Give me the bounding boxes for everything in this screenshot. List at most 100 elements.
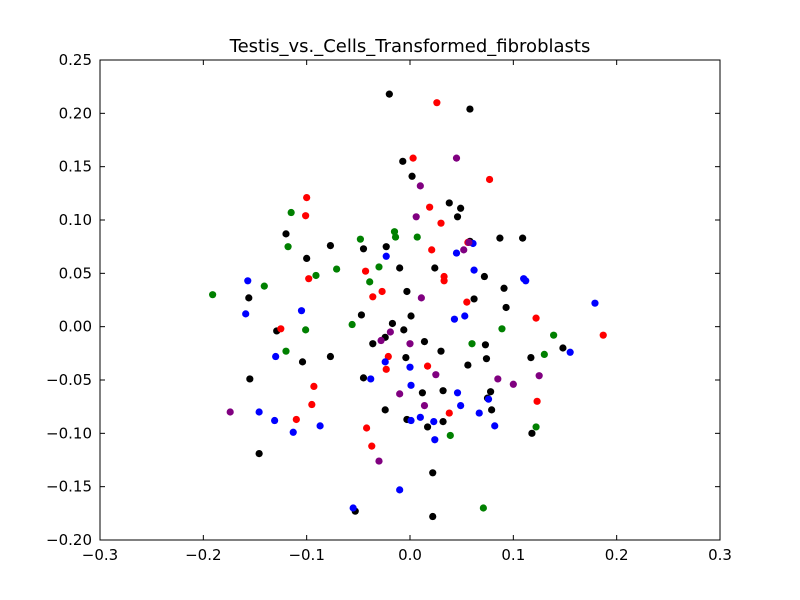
data-point bbox=[428, 246, 436, 254]
data-point bbox=[385, 90, 393, 98]
data-point bbox=[416, 413, 424, 421]
data-point bbox=[463, 298, 471, 306]
data-point bbox=[457, 204, 465, 212]
data-point bbox=[591, 299, 599, 307]
data-point bbox=[242, 310, 250, 318]
data-point bbox=[284, 243, 292, 251]
data-point bbox=[470, 266, 478, 274]
data-point bbox=[357, 311, 366, 319]
data-point bbox=[450, 315, 459, 323]
data-point bbox=[485, 175, 494, 184]
data-point bbox=[390, 228, 399, 236]
ticks-layer: −0.3 −0.2 −0.1 0.0 0.1 0.2 0.3 −0.20 −0.15 −0.10 −… bbox=[46, 51, 732, 564]
data-point bbox=[391, 233, 400, 241]
data-point bbox=[433, 99, 441, 107]
data-point bbox=[277, 325, 285, 333]
x-tick-label: −0.3 bbox=[82, 546, 118, 564]
data-point bbox=[378, 287, 386, 296]
data-point bbox=[440, 277, 448, 285]
y-tick-label: 0.15 bbox=[59, 158, 92, 176]
data-point bbox=[356, 235, 364, 243]
data-point bbox=[418, 389, 426, 397]
data-point bbox=[244, 277, 252, 285]
data-point bbox=[488, 406, 496, 414]
data-point bbox=[439, 387, 447, 395]
x-tick-label: 0.2 bbox=[605, 546, 629, 564]
data-point bbox=[402, 354, 410, 362]
data-point bbox=[366, 278, 374, 286]
data-point bbox=[409, 154, 417, 162]
data-point bbox=[407, 416, 415, 425]
data-point bbox=[359, 245, 368, 253]
data-point bbox=[255, 450, 263, 458]
data-point bbox=[302, 212, 310, 220]
data-point bbox=[465, 238, 473, 246]
data-point bbox=[289, 428, 297, 436]
data-point bbox=[475, 409, 483, 417]
y-tick-label: −0.20 bbox=[46, 531, 92, 549]
y-tick-label: −0.05 bbox=[46, 371, 92, 389]
data-point bbox=[429, 469, 437, 477]
data-point bbox=[430, 418, 438, 426]
data-point bbox=[461, 312, 469, 320]
data-point bbox=[468, 340, 476, 348]
data-point bbox=[566, 348, 574, 356]
data-point bbox=[522, 277, 530, 285]
data-point bbox=[439, 418, 447, 426]
data-point bbox=[423, 423, 432, 431]
x-tick-label: 0.3 bbox=[708, 546, 732, 564]
data-point bbox=[348, 320, 356, 329]
data-point bbox=[396, 264, 404, 272]
data-point bbox=[377, 336, 385, 345]
data-point bbox=[407, 312, 415, 320]
data-point bbox=[333, 265, 341, 273]
data-point bbox=[532, 423, 540, 431]
data-point bbox=[426, 203, 434, 211]
data-point bbox=[527, 354, 535, 362]
data-point bbox=[297, 307, 306, 315]
data-point bbox=[388, 319, 397, 328]
data-point bbox=[494, 375, 502, 383]
data-point bbox=[255, 408, 263, 416]
data-point bbox=[437, 347, 445, 355]
data-point bbox=[408, 172, 416, 180]
data-point bbox=[407, 381, 415, 389]
data-point bbox=[359, 374, 368, 382]
data-point bbox=[509, 380, 517, 388]
data-point bbox=[532, 314, 540, 322]
data-point bbox=[303, 254, 311, 262]
points-layer bbox=[209, 90, 607, 521]
data-point bbox=[245, 294, 253, 302]
data-point bbox=[482, 355, 491, 363]
data-point bbox=[437, 219, 445, 227]
data-point bbox=[403, 287, 411, 296]
data-point bbox=[382, 252, 390, 260]
data-point bbox=[452, 249, 461, 257]
data-point bbox=[272, 352, 280, 361]
data-point bbox=[375, 457, 383, 465]
data-point bbox=[396, 486, 404, 494]
data-point bbox=[502, 303, 510, 312]
chart-title: Testis_vs._Cells_Transformed_fibroblasts bbox=[229, 36, 591, 57]
data-point bbox=[368, 442, 376, 450]
data-point bbox=[310, 382, 318, 390]
data-point bbox=[303, 194, 311, 202]
data-point bbox=[481, 341, 490, 349]
data-point bbox=[464, 361, 472, 369]
data-point bbox=[308, 400, 316, 409]
data-point bbox=[496, 234, 504, 242]
y-tick-label: 0.10 bbox=[59, 211, 92, 229]
data-point bbox=[453, 389, 462, 397]
y-tick-label: −0.10 bbox=[46, 424, 92, 442]
x-tick-label: 0.0 bbox=[398, 546, 422, 564]
y-tick-label: 0.20 bbox=[59, 104, 92, 122]
data-point bbox=[260, 282, 268, 290]
data-point bbox=[312, 271, 320, 280]
data-point bbox=[226, 408, 234, 416]
data-point bbox=[384, 352, 392, 361]
y-tick-label: −0.15 bbox=[46, 478, 92, 496]
data-point bbox=[382, 365, 390, 373]
data-point bbox=[535, 372, 543, 380]
data-point bbox=[484, 395, 493, 403]
